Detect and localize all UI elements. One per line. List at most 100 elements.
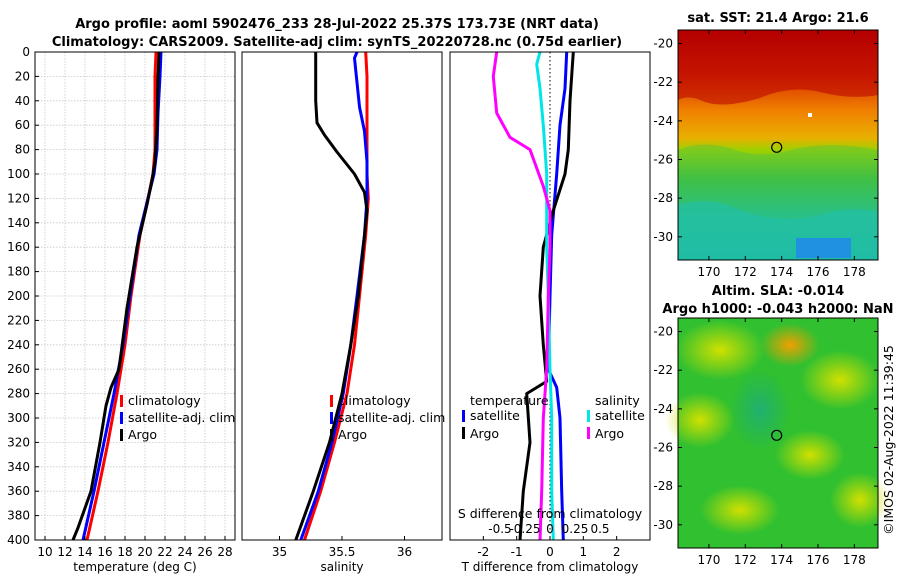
map-y-tick-label: -28 [653, 191, 673, 205]
map-x-tick-label: 178 [843, 553, 866, 567]
y-tick-label: 280 [7, 387, 30, 401]
sla-blob [675, 320, 765, 380]
map-x-tick-label: 176 [807, 265, 830, 279]
y-tick-label: 240 [7, 338, 30, 352]
legend-swatch-argo [120, 429, 123, 441]
y-tick-label: 180 [7, 265, 30, 279]
map-y-tick-label: -20 [653, 325, 673, 339]
argo-position-marker [771, 141, 783, 153]
difference-panel: -2 -1 0 1 2 -0.5-0.25 0 0.25 0.5 S difference f… [449, 51, 651, 574]
map-x-tick-label: 178 [843, 265, 866, 279]
y-tick-label: 400 [7, 533, 30, 547]
y-tick-label: 300 [7, 411, 30, 425]
s-tick-label: 0 [546, 522, 554, 536]
map-x-tick-label: 170 [697, 265, 720, 279]
s-tick-label: -0.25 [509, 522, 540, 536]
legend-label-s-satellite: satellite [595, 408, 645, 423]
map-y-tick-label: -30 [653, 230, 673, 244]
map-y-tick-label: -24 [653, 114, 673, 128]
y-tick-label: 340 [7, 460, 30, 474]
legend-label-climatology: climatology [338, 393, 411, 408]
sla-blob [800, 350, 880, 410]
title-line-2: Climatology: CARS2009. Satellite-adj cli… [52, 35, 622, 50]
map-x-tick-label: 172 [734, 265, 757, 279]
y-tick-label: 100 [7, 167, 30, 181]
title-line-1: Argo profile: aoml 5902476_233 28-Jul-20… [75, 17, 599, 32]
map-y-tick-label: -22 [653, 363, 673, 377]
temperature-xlabel: temperature (deg C) [73, 560, 196, 574]
map-x-tick-label: 174 [770, 265, 793, 279]
y-tick-label: 60 [15, 118, 30, 132]
difference-legend-temperature: temperature satellite Argo [462, 393, 549, 441]
legend-swatch-climatology [120, 395, 123, 407]
sst-map-title: sat. SST: 21.4 Argo: 21.6 [687, 11, 868, 26]
series-line-argo [294, 52, 369, 541]
y-tick-label: 220 [7, 313, 30, 327]
x-tick-label: 22 [157, 545, 172, 559]
x-tick-label: 16 [97, 545, 112, 559]
sst-missing-pixel [808, 113, 812, 117]
x-tick-label: 28 [217, 545, 232, 559]
legend-label-t-satellite: satellite [470, 408, 520, 423]
salinity-xlabel: salinity [320, 560, 363, 574]
argo-position-marker [771, 429, 783, 441]
y-tick-label: 320 [7, 435, 30, 449]
y-tick-label: 120 [7, 191, 30, 205]
map-x-tick-label: 176 [807, 553, 830, 567]
y-tick-label: 160 [7, 240, 30, 254]
legend-label-s-argo: Argo [595, 426, 624, 441]
temperature-panel: 0 20 40 60 80 100 120 140 160 180 200 220 240 260 280 3… [7, 45, 236, 574]
sla-map-title-2: Argo h1000: -0.043 h2000: NaN [662, 302, 893, 317]
sla-map-frame [677, 317, 879, 549]
sst-warm-region [678, 30, 878, 105]
s-difference-label: S difference from climatology [458, 506, 643, 521]
sla-map-title-1: Altim. SLA: -0.014 [712, 284, 844, 299]
y-tick-label: 380 [7, 509, 30, 523]
legend-swatch-argo [330, 429, 333, 441]
map-y-tick-label: -20 [653, 37, 673, 51]
series-line-t-argo [518, 51, 575, 541]
sla-map: 170 172 174 176 178 -20 -22 -24 -26 -28 -30 [653, 317, 890, 567]
legend-title-salinity: salinity [595, 393, 640, 408]
salinity-panel: 35 35.5 36 salinity climatology satellite-… [241, 51, 445, 574]
sla-blob [760, 323, 820, 367]
x-tick-label: 10 [37, 545, 52, 559]
x-tick-label: 20 [137, 545, 152, 559]
x-tick-label: -2 [477, 545, 489, 559]
y-tick-label: 0 [22, 45, 30, 59]
legend-label-t-argo: Argo [470, 426, 499, 441]
series-line-s-argo [491, 51, 552, 541]
y-tick-label: 40 [15, 94, 30, 108]
legend-label-climatology: climatology [128, 393, 201, 408]
y-tick-label: 360 [7, 484, 30, 498]
sla-blob [775, 430, 845, 480]
legend-swatch-satellite [120, 412, 123, 424]
imos-credit: ©IMOS 02-Aug-2022 11:39:45 [881, 345, 896, 535]
legend-swatch-s-satellite [587, 410, 590, 422]
y-tick-label: 80 [15, 143, 30, 157]
map-y-tick-label: -26 [653, 152, 673, 166]
map-x-tick-label: 170 [697, 553, 720, 567]
x-tick-label: 1 [580, 545, 588, 559]
sla-blob [700, 485, 780, 535]
series-line-climatology [85, 51, 158, 541]
x-tick-label: 26 [197, 545, 212, 559]
sst-map: 170 172 174 176 178 -20 -22 -24 -26 -28 -30 [653, 29, 879, 279]
legend-label-satellite: satellite-adj. clim [128, 410, 235, 425]
legend-swatch-climatology [330, 395, 333, 407]
map-y-tick-label: -30 [653, 518, 673, 532]
sst-cold-patch [796, 238, 851, 258]
difference-legend-salinity: salinity satellite Argo [587, 393, 645, 441]
x-tick-label: 12 [57, 545, 72, 559]
y-tick-label: 260 [7, 362, 30, 376]
x-tick-label: 35.5 [329, 545, 356, 559]
sla-blob [665, 392, 735, 448]
x-tick-label: 2 [613, 545, 621, 559]
s-tick-label: 0.25 [562, 522, 589, 536]
y-tick-label: 20 [15, 69, 30, 83]
legend-swatch-satellite [330, 412, 333, 424]
y-tick-label: 200 [7, 289, 30, 303]
series-line-argo [71, 51, 161, 541]
legend-label-satellite: satellite-adj. clim [338, 410, 445, 425]
series-line-s-satellite [535, 51, 555, 541]
